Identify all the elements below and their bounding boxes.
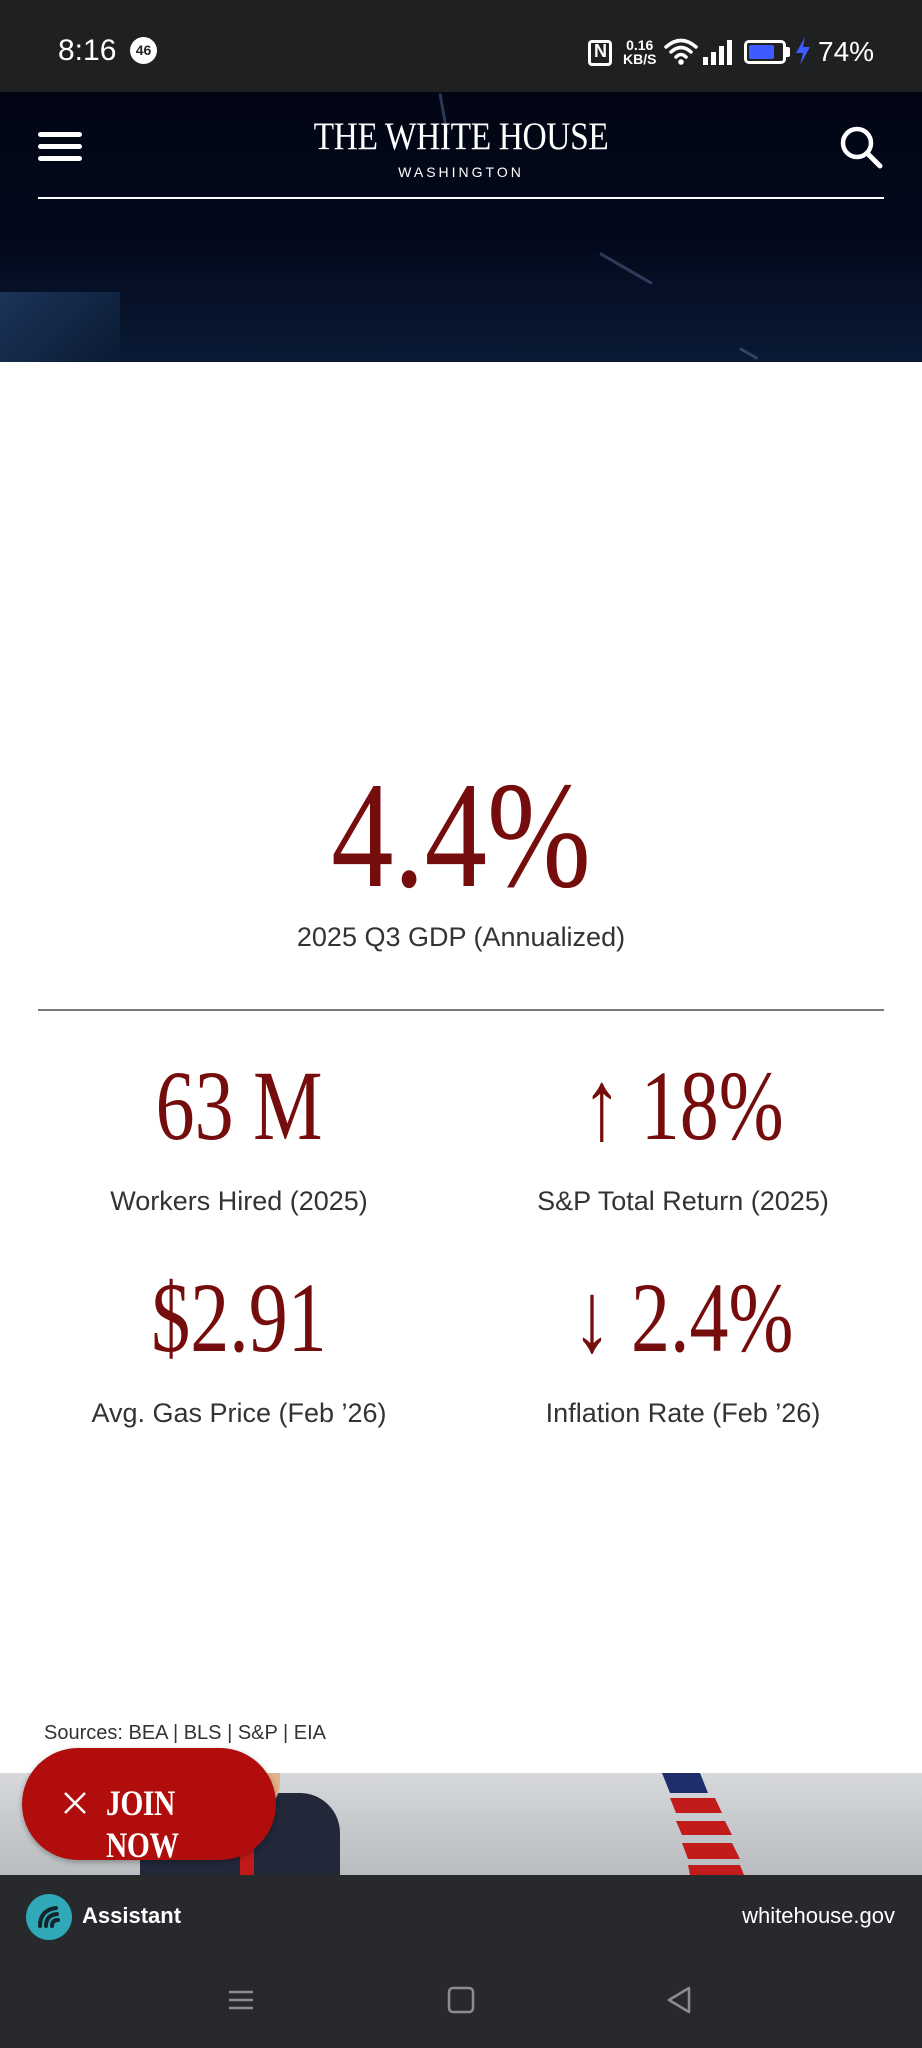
gdp-value: 4.4%: [331, 751, 591, 919]
status-time: 8:16: [58, 34, 117, 67]
network-speed-unit: KB/S: [623, 51, 657, 67]
battery-percent: 74%: [818, 36, 875, 67]
battery-icon: [744, 40, 786, 64]
assistant-logo-icon: [38, 1906, 60, 1928]
network-speed: 0.16 KB/S: [623, 38, 656, 66]
wifi-icon: [664, 38, 698, 65]
header-divider: [38, 197, 884, 199]
join-now-label: JOIN NOW: [106, 1783, 179, 1865]
american-flag-icon: [662, 1773, 744, 1875]
signal-icon: [703, 40, 732, 65]
gas-price-label: Avg. Gas Price (Feb ’26): [91, 1398, 387, 1428]
search-icon[interactable]: [838, 124, 884, 170]
site-domain[interactable]: whitehouse.gov: [742, 1903, 895, 1928]
hamburger-menu-icon[interactable]: [38, 132, 82, 161]
back-icon[interactable]: [659, 1980, 699, 2020]
gas-price-value: $2.91: [151, 1262, 327, 1373]
recents-icon[interactable]: [221, 1980, 261, 2020]
site-logo-subtitle: WASHINGTON: [398, 164, 524, 180]
stats-divider: [38, 1009, 884, 1011]
home-icon[interactable]: [441, 1980, 481, 2020]
workers-hired-label: Workers Hired (2025): [110, 1186, 368, 1216]
assistant-label[interactable]: Assistant: [82, 1903, 182, 1928]
browser-bottom-bar: Assistant whitehouse.gov: [0, 1875, 922, 1958]
battery-level-fill: [749, 45, 774, 59]
inflation-label: Inflation Rate (Feb ’26): [545, 1398, 821, 1428]
notification-count-badge: 46: [130, 37, 157, 64]
system-navigation-bar: [0, 1958, 922, 2048]
status-bar: 8:16 46 0.16 KB/S 74%: [0, 0, 922, 92]
workers-hired-value: 63 M: [155, 1050, 323, 1161]
charging-icon: [796, 37, 810, 65]
background-shape: [0, 292, 120, 362]
sp-return-value: ↑ 18%: [582, 1050, 784, 1161]
join-now-button[interactable]: JOIN NOW: [22, 1748, 276, 1865]
network-speed-value: 0.16: [626, 37, 654, 53]
close-icon[interactable]: [60, 1788, 90, 1818]
nfc-icon: [588, 40, 612, 66]
site-logo-title[interactable]: THE WHITE HOUSE: [313, 115, 609, 158]
sp-return-label: S&P Total Return (2025): [537, 1186, 829, 1216]
gdp-label: 2025 Q3 GDP (Annualized): [296, 922, 626, 952]
sources-note: Sources: BEA | BLS | S&P | EIA: [44, 1722, 327, 1744]
assistant-icon[interactable]: [26, 1894, 72, 1940]
background-streak: [739, 347, 759, 360]
inflation-value: ↓ 2.4%: [572, 1262, 794, 1373]
battery-tip: [786, 47, 790, 57]
site-header: THE WHITE HOUSE WASHINGTON: [0, 92, 922, 362]
background-streak: [599, 252, 653, 285]
